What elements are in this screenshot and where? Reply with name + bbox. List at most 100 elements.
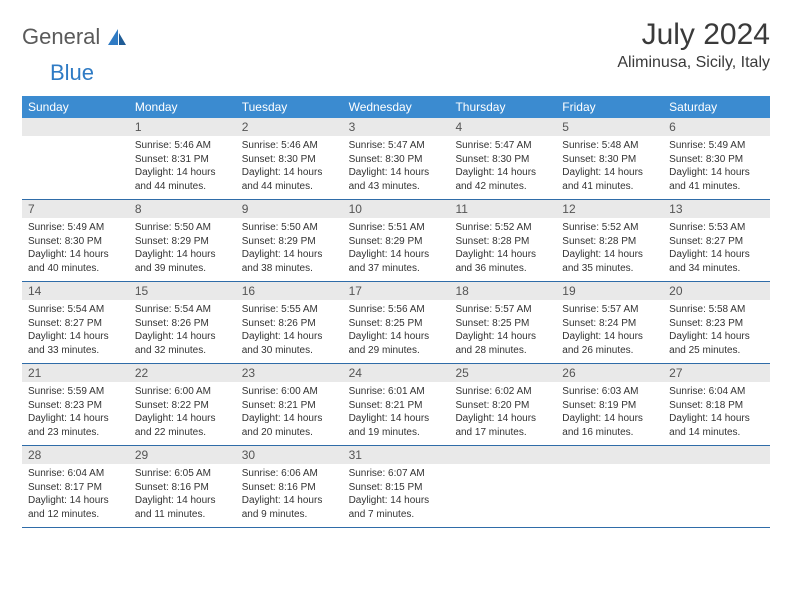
day-number: 12 — [556, 200, 663, 218]
day-number: 23 — [236, 364, 343, 382]
calendar-cell: 6Sunrise: 5:49 AMSunset: 8:30 PMDaylight… — [663, 118, 770, 199]
calendar-cell: 8Sunrise: 5:50 AMSunset: 8:29 PMDaylight… — [129, 200, 236, 281]
calendar-cell: 19Sunrise: 5:57 AMSunset: 8:24 PMDayligh… — [556, 282, 663, 363]
calendar-cell: 28Sunrise: 6:04 AMSunset: 8:17 PMDayligh… — [22, 446, 129, 527]
calendar-cell: 13Sunrise: 5:53 AMSunset: 8:27 PMDayligh… — [663, 200, 770, 281]
day-number: 31 — [343, 446, 450, 464]
day-number: 26 — [556, 364, 663, 382]
day-details: Sunrise: 6:02 AMSunset: 8:20 PMDaylight:… — [449, 382, 556, 445]
day-number: 5 — [556, 118, 663, 136]
weekday-label: Wednesday — [343, 96, 450, 118]
day-number: 25 — [449, 364, 556, 382]
calendar-cell: 29Sunrise: 6:05 AMSunset: 8:16 PMDayligh… — [129, 446, 236, 527]
day-details: Sunrise: 6:01 AMSunset: 8:21 PMDaylight:… — [343, 382, 450, 445]
calendar-cell: 9Sunrise: 5:50 AMSunset: 8:29 PMDaylight… — [236, 200, 343, 281]
calendar-cell: 10Sunrise: 5:51 AMSunset: 8:29 PMDayligh… — [343, 200, 450, 281]
calendar-cell: 14Sunrise: 5:54 AMSunset: 8:27 PMDayligh… — [22, 282, 129, 363]
day-number: 29 — [129, 446, 236, 464]
calendar-cell: 15Sunrise: 5:54 AMSunset: 8:26 PMDayligh… — [129, 282, 236, 363]
day-number: 13 — [663, 200, 770, 218]
calendar-cell: 16Sunrise: 5:55 AMSunset: 8:26 PMDayligh… — [236, 282, 343, 363]
calendar-cell: 31Sunrise: 6:07 AMSunset: 8:15 PMDayligh… — [343, 446, 450, 527]
calendar-week: 1Sunrise: 5:46 AMSunset: 8:31 PMDaylight… — [22, 118, 770, 200]
day-details: Sunrise: 6:04 AMSunset: 8:17 PMDaylight:… — [22, 464, 129, 527]
calendar-body: 1Sunrise: 5:46 AMSunset: 8:31 PMDaylight… — [22, 118, 770, 528]
day-details: Sunrise: 5:54 AMSunset: 8:26 PMDaylight:… — [129, 300, 236, 363]
calendar-cell: 30Sunrise: 6:06 AMSunset: 8:16 PMDayligh… — [236, 446, 343, 527]
calendar-cell: 20Sunrise: 5:58 AMSunset: 8:23 PMDayligh… — [663, 282, 770, 363]
day-details: Sunrise: 6:03 AMSunset: 8:19 PMDaylight:… — [556, 382, 663, 445]
calendar-cell: 18Sunrise: 5:57 AMSunset: 8:25 PMDayligh… — [449, 282, 556, 363]
day-details: Sunrise: 6:00 AMSunset: 8:22 PMDaylight:… — [129, 382, 236, 445]
day-number: 17 — [343, 282, 450, 300]
day-details: Sunrise: 5:54 AMSunset: 8:27 PMDaylight:… — [22, 300, 129, 363]
day-number: 22 — [129, 364, 236, 382]
weekday-label: Monday — [129, 96, 236, 118]
day-details: Sunrise: 5:47 AMSunset: 8:30 PMDaylight:… — [449, 136, 556, 199]
day-number: 10 — [343, 200, 450, 218]
day-number: 19 — [556, 282, 663, 300]
day-details: Sunrise: 5:46 AMSunset: 8:31 PMDaylight:… — [129, 136, 236, 199]
day-details: Sunrise: 6:07 AMSunset: 8:15 PMDaylight:… — [343, 464, 450, 527]
month-title: July 2024 — [617, 18, 770, 52]
brand-logo: General — [22, 18, 130, 50]
day-number: 16 — [236, 282, 343, 300]
calendar-cell — [449, 446, 556, 527]
day-number: 3 — [343, 118, 450, 136]
day-number: 21 — [22, 364, 129, 382]
calendar-cell: 4Sunrise: 5:47 AMSunset: 8:30 PMDaylight… — [449, 118, 556, 199]
day-details: Sunrise: 5:48 AMSunset: 8:30 PMDaylight:… — [556, 136, 663, 199]
weekday-label: Thursday — [449, 96, 556, 118]
day-number: 27 — [663, 364, 770, 382]
calendar-cell — [663, 446, 770, 527]
weekday-label: Sunday — [22, 96, 129, 118]
calendar-cell: 2Sunrise: 5:46 AMSunset: 8:30 PMDaylight… — [236, 118, 343, 199]
calendar-cell: 24Sunrise: 6:01 AMSunset: 8:21 PMDayligh… — [343, 364, 450, 445]
day-details: Sunrise: 5:49 AMSunset: 8:30 PMDaylight:… — [663, 136, 770, 199]
sail-icon — [106, 27, 128, 47]
calendar-cell: 23Sunrise: 6:00 AMSunset: 8:21 PMDayligh… — [236, 364, 343, 445]
calendar-cell: 1Sunrise: 5:46 AMSunset: 8:31 PMDaylight… — [129, 118, 236, 199]
day-number: 2 — [236, 118, 343, 136]
day-details: Sunrise: 5:57 AMSunset: 8:24 PMDaylight:… — [556, 300, 663, 363]
day-number: 8 — [129, 200, 236, 218]
calendar-week: 7Sunrise: 5:49 AMSunset: 8:30 PMDaylight… — [22, 200, 770, 282]
weekday-label: Friday — [556, 96, 663, 118]
day-number: 20 — [663, 282, 770, 300]
calendar-cell: 3Sunrise: 5:47 AMSunset: 8:30 PMDaylight… — [343, 118, 450, 199]
calendar-cell — [22, 118, 129, 199]
calendar: SundayMondayTuesdayWednesdayThursdayFrid… — [22, 96, 770, 528]
day-number: 15 — [129, 282, 236, 300]
day-number: 18 — [449, 282, 556, 300]
day-details: Sunrise: 5:52 AMSunset: 8:28 PMDaylight:… — [556, 218, 663, 281]
weekday-header: SundayMondayTuesdayWednesdayThursdayFrid… — [22, 96, 770, 118]
day-details: Sunrise: 5:56 AMSunset: 8:25 PMDaylight:… — [343, 300, 450, 363]
day-details: Sunrise: 5:50 AMSunset: 8:29 PMDaylight:… — [236, 218, 343, 281]
day-number: 4 — [449, 118, 556, 136]
calendar-cell: 26Sunrise: 6:03 AMSunset: 8:19 PMDayligh… — [556, 364, 663, 445]
calendar-cell: 17Sunrise: 5:56 AMSunset: 8:25 PMDayligh… — [343, 282, 450, 363]
day-number: 24 — [343, 364, 450, 382]
day-number: 11 — [449, 200, 556, 218]
day-details: Sunrise: 5:51 AMSunset: 8:29 PMDaylight:… — [343, 218, 450, 281]
calendar-cell: 27Sunrise: 6:04 AMSunset: 8:18 PMDayligh… — [663, 364, 770, 445]
day-number: 9 — [236, 200, 343, 218]
calendar-cell — [556, 446, 663, 527]
calendar-cell: 22Sunrise: 6:00 AMSunset: 8:22 PMDayligh… — [129, 364, 236, 445]
day-details: Sunrise: 5:49 AMSunset: 8:30 PMDaylight:… — [22, 218, 129, 281]
day-details: Sunrise: 5:59 AMSunset: 8:23 PMDaylight:… — [22, 382, 129, 445]
day-number — [663, 446, 770, 464]
day-details: Sunrise: 5:46 AMSunset: 8:30 PMDaylight:… — [236, 136, 343, 199]
calendar-cell: 11Sunrise: 5:52 AMSunset: 8:28 PMDayligh… — [449, 200, 556, 281]
location: Aliminusa, Sicily, Italy — [617, 54, 770, 72]
day-details: Sunrise: 5:53 AMSunset: 8:27 PMDaylight:… — [663, 218, 770, 281]
day-details: Sunrise: 5:58 AMSunset: 8:23 PMDaylight:… — [663, 300, 770, 363]
day-number: 28 — [22, 446, 129, 464]
brand-part2: Blue — [50, 60, 94, 86]
calendar-cell: 5Sunrise: 5:48 AMSunset: 8:30 PMDaylight… — [556, 118, 663, 199]
day-number — [556, 446, 663, 464]
day-details: Sunrise: 6:06 AMSunset: 8:16 PMDaylight:… — [236, 464, 343, 527]
brand-part1: General — [22, 24, 100, 50]
day-details: Sunrise: 5:57 AMSunset: 8:25 PMDaylight:… — [449, 300, 556, 363]
day-number: 7 — [22, 200, 129, 218]
